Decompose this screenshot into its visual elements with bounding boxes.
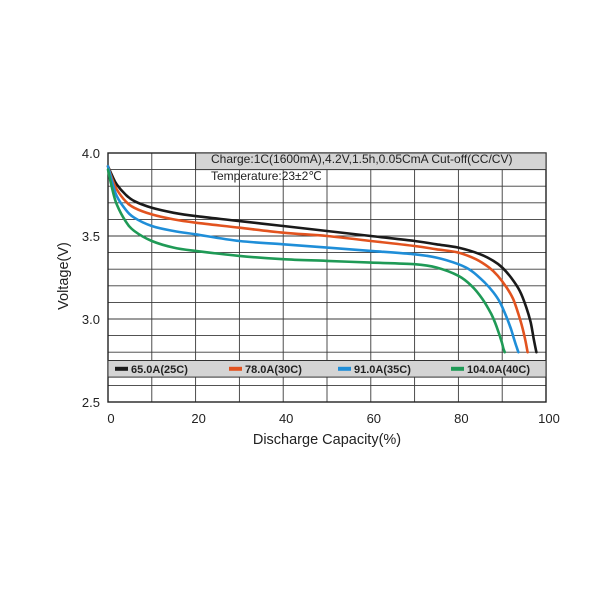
temperature-note: Temperature:23±2℃ (211, 169, 322, 183)
y-tick-label: 3.5 (82, 229, 100, 244)
charge-note: Charge:1C(1600mA),4.2V,1.5h,0.05CmA Cut-… (211, 152, 512, 166)
y-tick-label: 2.5 (82, 395, 100, 410)
x-tick-label: 40 (279, 411, 293, 426)
y-tick-label: 4.0 (82, 146, 100, 161)
legend-label-0: 65.0A(25C) (131, 364, 188, 376)
series-line-0 (106, 165, 538, 354)
x-tick-label: 20 (191, 411, 205, 426)
legend-label-2: 91.0A(35C) (354, 364, 411, 376)
x-tick-label: 60 (367, 411, 381, 426)
legend-label-1: 78.0A(30C) (245, 364, 302, 376)
legend-label-3: 104.0A(40C) (467, 364, 530, 376)
annotation-box (195, 152, 547, 171)
y-tick-label: 3.0 (82, 312, 100, 327)
series-line-3 (106, 168, 507, 354)
x-tick-label: 100 (538, 411, 560, 426)
x-axis-title: Discharge Capacity(%) (253, 432, 401, 448)
x-tick-label: 0 (107, 411, 114, 426)
series-line-2 (106, 165, 520, 354)
legend (107, 360, 547, 378)
x-tick-label: 80 (454, 411, 468, 426)
series-line-1 (106, 165, 529, 354)
y-axis-title: Voltage(V) (56, 242, 72, 310)
